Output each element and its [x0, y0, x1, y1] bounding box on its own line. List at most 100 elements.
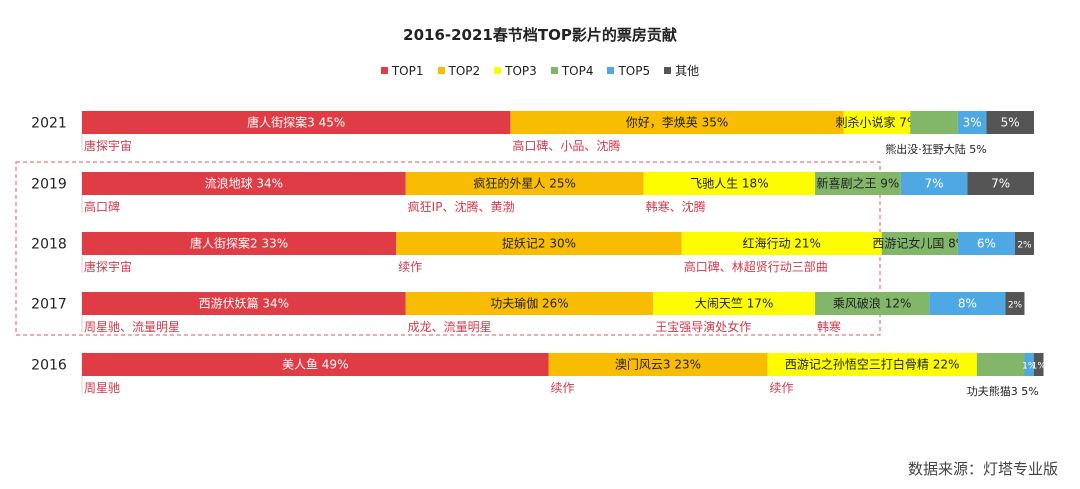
legend-label: TOP4: [561, 63, 594, 78]
legend-label: TOP3: [505, 63, 537, 78]
annotation-note: 韩寒: [817, 319, 841, 334]
data-label: 澳门风云3 23%: [615, 357, 701, 372]
data-label: 新喜剧之王 9%: [816, 176, 899, 191]
legend-swatch: [607, 67, 615, 74]
bar-segment: [1034, 353, 1044, 376]
bar-segment: [82, 232, 397, 255]
bar-segment: [82, 353, 549, 376]
data-label: 乘风破浪 12%: [833, 296, 912, 311]
category-label: 2017: [31, 297, 67, 313]
bar-segment: [957, 232, 1015, 255]
data-label: 飞驰人生 18%: [690, 177, 769, 191]
data-label: 捉妖记2 30%: [502, 236, 576, 251]
legend-item: 其他: [664, 62, 699, 79]
data-label: 8%: [958, 297, 977, 311]
chart-title: 2016-2021春节档TOP影片的票房贡献: [403, 26, 677, 44]
data-label: 疯狂的外星人 25%: [473, 176, 576, 191]
annotation-note: 韩寒、沈腾: [646, 199, 706, 214]
annotation-note: 王宝强导演处女作: [655, 319, 751, 334]
data-label: 3%: [963, 116, 982, 130]
data-label: 流浪地球 34%: [205, 176, 284, 191]
legend-label: TOP2: [448, 63, 481, 78]
bar-segment: [548, 353, 768, 376]
data-label: 7%: [991, 177, 1010, 191]
data-label: 2%: [1008, 301, 1023, 311]
bar-segment: [510, 111, 844, 134]
bar-segment: [396, 232, 682, 255]
annotation-note: 续作: [550, 381, 574, 395]
annotation-note: 唐探宇宙: [84, 138, 132, 153]
legend-item: TOP3: [494, 62, 537, 79]
category-label: 2018: [31, 237, 67, 253]
bar-segment: [910, 111, 958, 134]
legend-swatch: [664, 67, 672, 74]
annotation-note: 高口碑: [84, 199, 120, 214]
bar-segment: [767, 353, 977, 376]
bar-segment: [82, 111, 511, 134]
legend-swatch: [380, 67, 388, 74]
bar-segment: [976, 353, 1025, 376]
annotation-note: 成龙、流量明星: [408, 320, 492, 334]
data-label: 西游记之孙悟空三打白骨精 22%: [785, 357, 960, 372]
bar-segment: [815, 172, 901, 195]
data-label: 红海行动 21%: [742, 236, 821, 251]
data-label: 大闹天竺 17%: [695, 296, 774, 311]
data-label: 功夫瑜伽 26%: [490, 296, 569, 311]
legend-item: TOP4: [550, 62, 594, 79]
data-label: 5%: [1001, 116, 1020, 130]
data-source: 数据来源：灯塔专业版: [907, 460, 1058, 478]
annotation-note: 续作: [398, 260, 422, 274]
legend-item: TOP2: [437, 62, 481, 79]
legend-swatch: [437, 67, 445, 74]
data-label: 你好，李焕英 35%: [626, 115, 729, 130]
bar-segment: [653, 292, 816, 315]
category-label: 2016: [31, 358, 67, 374]
bar-segment: [1005, 292, 1025, 315]
annotation-note: 续作: [769, 381, 793, 395]
bar-segment: [957, 111, 987, 134]
annotation-note: 周星驰、流量明星: [84, 320, 180, 334]
legend-swatch: [550, 67, 558, 74]
category-label: 2019: [31, 177, 67, 193]
legend-item: TOP1: [380, 62, 424, 79]
bar-segment: [1024, 353, 1034, 376]
bar-segment: [881, 232, 958, 255]
data-label: 唐人街探案3 45%: [247, 115, 345, 130]
data-label: 7%: [925, 177, 944, 191]
bar-segment: [900, 172, 968, 195]
data-label: 6%: [977, 237, 996, 251]
bar-segment: [929, 292, 1006, 315]
bar-segment: [82, 292, 406, 315]
bar-segment: [967, 172, 1034, 195]
annotation-note: 高口碑、小品、沈腾: [512, 138, 620, 153]
category-label: 2021: [31, 116, 67, 132]
bar-segment: [405, 172, 644, 195]
legend-swatch: [494, 67, 502, 74]
data-label: 西游伏妖篇 34%: [199, 296, 290, 311]
bar-segment: [681, 232, 882, 255]
data-label: 西游记女儿国 8%: [872, 236, 967, 251]
bar-segment: [815, 292, 930, 315]
legend-item: TOP5: [607, 62, 650, 79]
chart-legend: TOP1 TOP2 TOP3 TOP4 TOP5 其他: [0, 62, 1080, 79]
annotation-note: 唐探宇宙: [84, 259, 132, 274]
bar-segment: [986, 111, 1034, 134]
data-label: 1%: [1022, 362, 1037, 372]
bar-segment: [1014, 232, 1034, 255]
annotation-note: 高口碑、林超贤行动三部曲: [684, 259, 828, 274]
bar-segment: [643, 172, 816, 195]
bar-segment: [843, 111, 911, 134]
annotation-note: 周星驰: [84, 381, 120, 395]
bar-segment: [405, 292, 654, 315]
data-label: 美人鱼 49%: [282, 358, 349, 372]
data-label: 1%: [1032, 362, 1047, 372]
annotation-note: 疯狂IP、沈腾、黄渤: [408, 199, 515, 214]
data-label: 唐人街探案2 33%: [190, 236, 288, 251]
bar-segment: [82, 172, 406, 195]
legend-label: TOP1: [391, 63, 424, 78]
legend-label: 其他: [675, 64, 700, 78]
outside-label: 功夫熊猫3 5%: [967, 384, 1039, 398]
legend-label: TOP5: [618, 63, 651, 78]
data-label: 2%: [1017, 241, 1032, 251]
